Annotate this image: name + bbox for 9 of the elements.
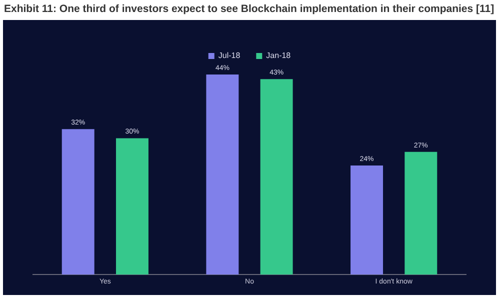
- legend-label: Jul-18: [218, 51, 241, 60]
- chart-title: Exhibit 11: One third of investors expect to see Blockchain implementation in their companies [11]: [4, 3, 496, 15]
- bar: [206, 74, 239, 275]
- bar: [404, 152, 438, 275]
- bar: [260, 79, 293, 275]
- legend-label: Jan-18: [266, 51, 292, 60]
- bar: [62, 129, 94, 275]
- bar: [350, 165, 384, 275]
- bar: [116, 138, 148, 275]
